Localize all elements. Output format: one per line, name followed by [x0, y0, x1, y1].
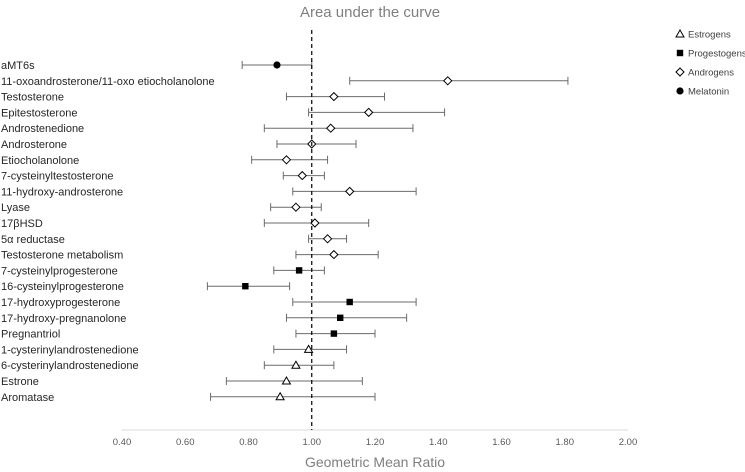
forest-row: 5α reductase [1, 234, 348, 246]
row-label: Epitestosterone [1, 107, 77, 119]
legend-item: Estrogens [675, 28, 731, 41]
point-estimate [297, 170, 307, 181]
point-estimate [291, 202, 301, 212]
point-estimate [346, 298, 353, 306]
legend-label: Estrogens [688, 30, 731, 41]
row-label: Etiocholanolone [1, 155, 79, 167]
point-estimate [291, 360, 301, 369]
row-label: Testosterone metabolism [1, 250, 123, 262]
x-tick-label: 0.60 [176, 437, 195, 448]
point-estimate [344, 186, 355, 197]
row-label: Androstenedione [1, 123, 84, 135]
row-label: 5α reductase [1, 234, 65, 246]
row-label: 7-cysteinyltestosterone [1, 171, 114, 183]
forest-row: Androsterone [1, 139, 357, 151]
forest-row: Estrone [1, 375, 363, 388]
forest-row: Pregnantriol [1, 329, 376, 341]
x-tick-label: 2.00 [619, 437, 638, 448]
forest-row: 16-cysteinylprogesterone [1, 281, 291, 293]
x-tick-label: 1.40 [429, 437, 448, 448]
plot-rows: aMT6s 11-oxoandrosterone/11-oxo etiochola… [1, 60, 569, 404]
point-estimate [363, 107, 374, 118]
point-estimate [330, 330, 338, 337]
row-label: Aromatase [1, 392, 54, 404]
point-estimate [329, 91, 339, 102]
point-estimate [326, 123, 336, 133]
row-label: 11-oxoandrosterone/11-oxo etiocholanolon… [1, 76, 215, 88]
row-label: Testosterone [1, 92, 64, 104]
row-label: 17-hydroxy-pregnanolone [1, 313, 126, 325]
legend-marker [675, 28, 685, 38]
row-label: 17-hydroxyprogesterone [1, 297, 120, 309]
row-label: 7-cysteinylprogesterone [1, 265, 118, 277]
row-label: Androsterone [1, 139, 67, 151]
legend-label: Melatonin [688, 87, 729, 98]
row-label: Pregnantriol [1, 329, 60, 341]
forest-row: 17-hydroxyprogesterone [1, 297, 417, 309]
forest-row: 1-cysterinylandrostenedione [1, 344, 348, 356]
x-tick-label: 1.80 [556, 437, 575, 448]
forest-row: 6-cysterinylandrostenedione [1, 360, 335, 372]
x-tick-label: 1.00 [303, 437, 322, 448]
point-estimate [281, 155, 292, 165]
x-tick-label: 0.40 [113, 437, 132, 448]
point-estimate [273, 61, 281, 69]
legend-marker [676, 87, 684, 95]
forest-row: 7-cysteinyltestosterone [1, 170, 325, 183]
forest-row: 17-hydroxy-pregnanolone [1, 313, 408, 325]
forest-row: Epitestosterone [1, 107, 446, 119]
x-axis-label: Geometric Mean Ratio [305, 454, 445, 470]
chart-title: Area under the curve [300, 4, 440, 21]
point-estimate [242, 283, 249, 290]
legend-marker [676, 49, 684, 57]
forest-row: aMT6s [1, 60, 313, 72]
forest-row: 7-cysteinylprogesterone [1, 265, 325, 277]
legend-marker [675, 67, 685, 77]
legend-item: Androgens [675, 67, 734, 79]
x-tick-label: 1.60 [492, 437, 511, 448]
point-estimate [275, 391, 285, 401]
point-estimate [337, 314, 344, 321]
forest-row: 17βHSD [1, 218, 370, 230]
point-estimate [295, 267, 303, 274]
legend-item: Melatonin [676, 87, 729, 98]
x-axis-ticks: 0.40 0.60 0.80 1.00 1.20 1.40 1.60 1.80 2.00 [113, 437, 638, 448]
row-label: 1-cysterinylandrostenedione [1, 344, 139, 356]
row-label: 11-hydroxy-androsterone [1, 186, 123, 198]
row-label: Lyase [1, 202, 30, 214]
forest-row: Lyase [1, 202, 322, 214]
forest-row: Testosterone metabolism [1, 249, 379, 262]
row-label: aMT6s [1, 60, 35, 72]
point-estimate [329, 249, 339, 260]
point-estimate [303, 344, 314, 353]
row-label: 6-cysterinylandrostenedione [1, 360, 139, 372]
row-label: Estrone [1, 376, 39, 388]
x-tick-label: 0.80 [239, 437, 258, 448]
forest-row: Aromatase [1, 391, 376, 404]
legend: Estrogens Progestogens Androgens Melatonin [675, 28, 745, 98]
point-estimate [322, 234, 333, 244]
legend-label: Progestogens [688, 49, 745, 60]
forest-row: 11-hydroxy-androsterone [1, 186, 417, 198]
x-tick-label: 1.20 [366, 437, 385, 448]
row-label: 16-cysteinylprogesterone [1, 281, 124, 293]
legend-label: Androgens [688, 68, 734, 79]
forest-row: Androstenedione [1, 123, 414, 135]
forest-row: 11-oxoandrosterone/11-oxo etiocholanolon… [1, 76, 569, 88]
point-estimate [443, 76, 453, 86]
forest-row: Etiocholanolone [1, 155, 329, 167]
legend-item: Progestogens [676, 49, 745, 60]
forest-row: Testosterone [1, 91, 385, 104]
point-estimate [281, 375, 292, 385]
row-label: 17βHSD [1, 218, 43, 230]
